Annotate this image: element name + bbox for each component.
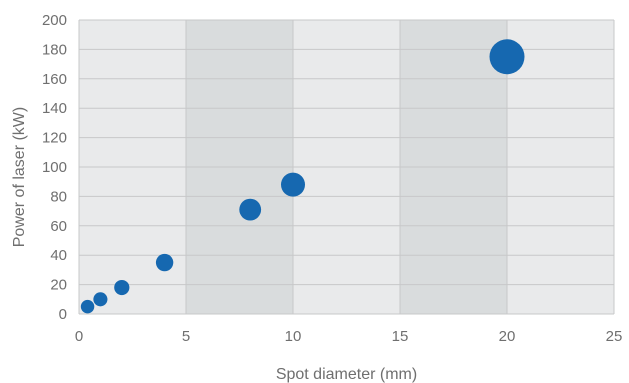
data-points <box>80 39 525 314</box>
x-tick-label: 10 <box>285 328 302 345</box>
y-axis-title: Power of laser (kW) <box>11 107 28 247</box>
data-point <box>239 198 262 221</box>
data-point <box>80 299 95 314</box>
y-axis-ticks: 0 20 40 60 80 100 120 140 160 180 200 <box>42 12 67 323</box>
y-tick-label: 40 <box>50 247 67 264</box>
y-tick-label: 140 <box>42 100 67 117</box>
x-tick-label: 20 <box>499 328 516 345</box>
y-tick-label: 80 <box>50 188 67 205</box>
data-point <box>114 279 130 296</box>
x-axis-title: Spot diameter (mm) <box>276 366 417 383</box>
y-tick-label: 200 <box>42 12 67 29</box>
data-point <box>155 253 174 272</box>
y-tick-label: 100 <box>42 159 67 176</box>
y-tick-label: 160 <box>42 71 67 88</box>
y-tick-label: 180 <box>42 41 67 58</box>
data-point <box>93 292 108 307</box>
x-axis-ticks: 0 5 10 15 20 25 <box>75 328 623 345</box>
y-tick-label: 0 <box>59 306 67 323</box>
x-tick-label: 5 <box>182 328 190 345</box>
x-tick-label: 0 <box>75 328 83 345</box>
x-tick-label: 15 <box>392 328 409 345</box>
y-tick-label: 60 <box>50 218 67 235</box>
x-tick-label: 25 <box>606 328 623 345</box>
y-tick-label: 120 <box>42 130 67 147</box>
data-point <box>489 39 525 75</box>
y-tick-label: 20 <box>50 277 67 294</box>
data-point <box>281 172 305 197</box>
